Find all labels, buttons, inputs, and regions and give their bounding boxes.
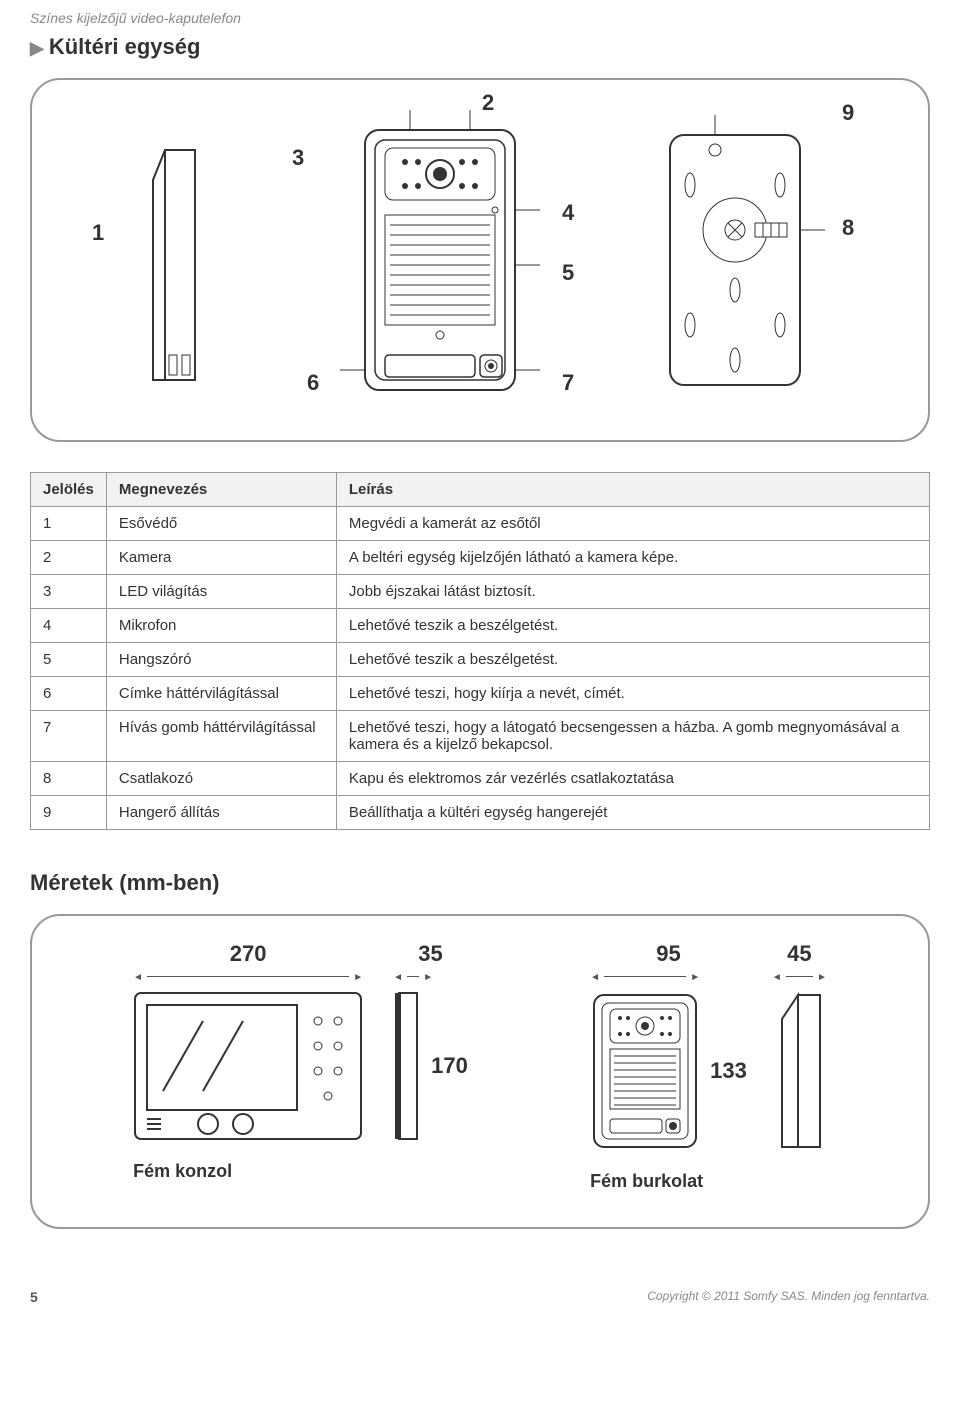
copyright-text: Copyright © 2011 Somfy SAS. Minden jog f…: [647, 1289, 930, 1305]
cell-num: 2: [31, 541, 107, 575]
cell-desc: Lehetővé teszik a beszélgetést.: [336, 643, 929, 677]
cell-num: 9: [31, 796, 107, 830]
dimensions-title: Méretek (mm-ben): [30, 870, 930, 896]
page-number: 5: [30, 1289, 38, 1305]
cell-num: 5: [31, 643, 107, 677]
cell-desc: A beltéri egység kijelzőjén látható a ka…: [336, 541, 929, 575]
callout-3: 3: [292, 145, 304, 171]
cell-name: Csatlakozó: [106, 762, 336, 796]
cell-name: Mikrofon: [106, 609, 336, 643]
dim-outdoor-front: 95: [590, 941, 747, 1192]
cell-num: 1: [31, 507, 107, 541]
dim-outdoor-width: 95: [590, 941, 747, 967]
cell-name: Címke háttérvilágítással: [106, 677, 336, 711]
callout-2: 2: [482, 90, 494, 116]
section-title: Kültéri egység: [30, 34, 930, 60]
dim-monitor-caption: Fém konzol: [133, 1161, 363, 1182]
diagram-front-view: [330, 110, 550, 410]
table-row: 9Hangerő állításBeállíthatja a kültéri e…: [31, 796, 930, 830]
table-row: 3LED világításJobb éjszakai látást bizto…: [31, 575, 930, 609]
cell-num: 3: [31, 575, 107, 609]
dimensions-box: 270: [30, 914, 930, 1229]
table-row: 4MikrofonLehetővé teszik a beszélgetést.: [31, 609, 930, 643]
cell-desc: Megvédi a kamerát az esőtől: [336, 507, 929, 541]
cell-num: 4: [31, 609, 107, 643]
cell-desc: Beállíthatja a kültéri egység hangerejét: [336, 796, 929, 830]
table-row: 8CsatlakozóKapu és elektromos zár vezérl…: [31, 762, 930, 796]
cell-name: LED világítás: [106, 575, 336, 609]
table-header-row: Jelölés Megnevezés Leírás: [31, 473, 930, 507]
cell-desc: Jobb éjszakai látást biztosít.: [336, 575, 929, 609]
dim-monitor-front: 270: [133, 941, 363, 1182]
diagram-back-view: [655, 115, 835, 405]
cell-num: 8: [31, 762, 107, 796]
table-row: 7Hívás gomb háttérvilágítássalLehetővé t…: [31, 711, 930, 762]
table-row: 2KameraA beltéri egység kijelzőjén látha…: [31, 541, 930, 575]
dim-outdoor-height: 133: [710, 1058, 747, 1084]
parts-table: Jelölés Megnevezés Leírás 1EsővédőMegvéd…: [30, 472, 930, 830]
dim-outdoor-side: 45: [772, 941, 827, 1151]
callout-7: 7: [562, 370, 574, 396]
cell-num: 7: [31, 711, 107, 762]
cell-name: Hangerő állítás: [106, 796, 336, 830]
dim-outdoor-caption: Fém burkolat: [590, 1171, 747, 1192]
cell-name: Hívás gomb háttérvilágítással: [106, 711, 336, 762]
table-row: 1EsővédőMegvédi a kamerát az esőtől: [31, 507, 930, 541]
diagram-side-view: [125, 130, 225, 390]
callout-1: 1: [92, 220, 104, 246]
callout-4: 4: [562, 200, 574, 226]
callout-6: 6: [307, 370, 319, 396]
dim-monitor-height: 170: [431, 1053, 468, 1079]
cell-desc: Lehetővé teszik a beszélgetést.: [336, 609, 929, 643]
dim-monitor-width: 270: [133, 941, 363, 967]
product-line: Színes kijelzőjű video-kaputelefon: [30, 10, 930, 26]
table-row: 6Címke háttérvilágítássalLehetővé teszi,…: [31, 677, 930, 711]
table-row: 5HangszóróLehetővé teszik a beszélgetést…: [31, 643, 930, 677]
exploded-diagram: 1 2 3 4 5 6 7 8 9: [30, 78, 930, 442]
cell-name: Kamera: [106, 541, 336, 575]
cell-num: 6: [31, 677, 107, 711]
dim-outdoor-depth: 45: [772, 941, 827, 967]
cell-desc: Lehetővé teszi, hogy a látogató becsenge…: [336, 711, 929, 762]
th-desc: Leírás: [336, 473, 929, 507]
page-footer: 5 Copyright © 2011 Somfy SAS. Minden jog…: [30, 1289, 930, 1305]
callout-5: 5: [562, 260, 574, 286]
cell-desc: Lehetővé teszi, hogy kiírja a nevét, cím…: [336, 677, 929, 711]
th-name: Megnevezés: [106, 473, 336, 507]
dim-monitor-depth: 35: [393, 941, 468, 967]
cell-desc: Kapu és elektromos zár vezérlés csatlako…: [336, 762, 929, 796]
cell-name: Hangszóró: [106, 643, 336, 677]
cell-name: Esővédő: [106, 507, 336, 541]
callout-8: 8: [842, 215, 854, 241]
dim-monitor-side: 35 170: [393, 941, 468, 1141]
th-num: Jelölés: [31, 473, 107, 507]
callout-9: 9: [842, 100, 854, 126]
